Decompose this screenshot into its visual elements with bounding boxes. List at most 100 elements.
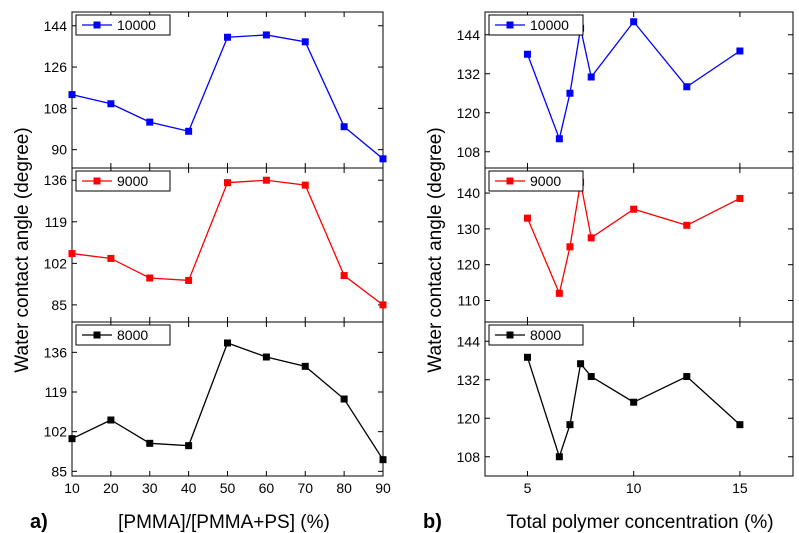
data-point [262, 31, 270, 39]
data-point [736, 194, 744, 202]
legend-label: 9000 [117, 173, 148, 189]
x-tick-label-a: 40 [181, 480, 197, 496]
x-tick-label-a: 50 [220, 480, 236, 496]
plots: 90 108 126 144 10000 85 102 119 136 9000 85 102 119 1… [44, 11, 794, 496]
legend-box [75, 14, 171, 36]
data-point [683, 221, 691, 229]
subplot-b-10000: 108 120 132 144 10000 [457, 11, 794, 169]
panel-label-b: b) [423, 511, 442, 533]
y-tick-label: 140 [457, 185, 481, 201]
legend-marker [506, 177, 514, 185]
legend-label: 9000 [530, 173, 561, 189]
legend-marker [506, 21, 514, 29]
y-tick-label: 144 [457, 27, 481, 43]
x-tick-label-a: 80 [336, 480, 352, 496]
data-point [555, 135, 563, 143]
y-axis-title-b: Water contact angle (degree) [425, 127, 446, 372]
y-tick-label: 108 [44, 100, 68, 116]
x-axis-title-b: Total polymer concentration (%) [506, 512, 773, 533]
legend-marker [93, 331, 101, 339]
data-point [68, 250, 76, 258]
x-tick-label-a: 30 [142, 480, 158, 496]
panel-label-a: a) [30, 511, 48, 533]
data-point [185, 276, 193, 284]
data-point [587, 234, 595, 242]
series-line-8000 [526, 357, 741, 459]
data-point [301, 181, 309, 189]
legend-box [488, 324, 584, 346]
data-point [340, 272, 348, 280]
x-tick-label-b: 10 [626, 480, 642, 496]
data-point [630, 398, 638, 406]
data-point [555, 453, 563, 461]
data-point [566, 89, 574, 97]
data-point [379, 456, 387, 464]
data-point [301, 362, 309, 370]
data-point [107, 254, 115, 262]
data-point [577, 360, 585, 368]
y-tick-label: 132 [457, 372, 481, 388]
subplot-a-10000: 90 108 126 144 10000 [44, 11, 387, 169]
x-tick-label-a: 60 [259, 480, 275, 496]
y-tick-label: 90 [51, 142, 67, 158]
legend-label: 8000 [530, 327, 561, 343]
x-tick-label-b: 15 [732, 480, 748, 496]
y-tick-label: 102 [44, 255, 68, 271]
y-tick-label: 102 [44, 424, 68, 440]
data-point [340, 123, 348, 131]
subplot-a-9000: 85 102 119 136 9000 [44, 167, 387, 323]
legend-label: 10000 [530, 17, 569, 33]
data-point [523, 50, 531, 58]
data-point [379, 155, 387, 163]
y-tick-label: 120 [457, 410, 481, 426]
data-point [736, 47, 744, 55]
x-tick-label-a: 20 [103, 480, 119, 496]
legend-marker [93, 21, 101, 29]
data-point [68, 91, 76, 99]
data-point [301, 38, 309, 46]
x-tick-label-a: 10 [64, 480, 80, 496]
legend-box [488, 170, 584, 192]
data-point [185, 442, 193, 450]
data-point [224, 339, 231, 347]
y-tick-label: 120 [457, 257, 481, 273]
y-tick-label: 130 [457, 221, 481, 237]
data-point [736, 421, 744, 429]
y-tick-label: 126 [44, 59, 68, 75]
data-point [146, 118, 154, 126]
legend-label: 10000 [117, 17, 156, 33]
subplot-frame [484, 321, 794, 477]
data-point [587, 373, 595, 381]
data-point [523, 214, 531, 222]
data-point [566, 421, 574, 429]
y-tick-label: 144 [44, 18, 68, 34]
data-point [555, 289, 563, 297]
legend-marker [93, 177, 101, 185]
x-tick-label-b: 5 [524, 480, 532, 496]
y-tick-label: 119 [45, 214, 68, 230]
series-line-10000 [526, 20, 741, 141]
data-point [146, 439, 154, 447]
y-tick-label: 85 [51, 463, 67, 479]
series-line-10000 [71, 34, 384, 160]
data-point [523, 353, 531, 361]
data-point [630, 18, 638, 26]
y-axis-title-a: Water contact angle (degree) [12, 127, 33, 372]
series-line-9000 [526, 182, 741, 296]
data-point [262, 353, 270, 361]
y-tick-label: 132 [457, 66, 481, 82]
data-point [185, 127, 193, 135]
data-point [683, 83, 691, 91]
data-point [630, 205, 638, 213]
data-point [224, 33, 231, 41]
data-point [107, 100, 115, 108]
data-point [68, 435, 76, 443]
data-point [683, 373, 691, 381]
legend-box [488, 14, 584, 36]
legend-marker [506, 331, 514, 339]
data-point [224, 179, 231, 187]
series-line-8000 [71, 342, 384, 461]
data-point [146, 274, 154, 282]
y-tick-label: 108 [457, 144, 481, 160]
series-line-9000 [71, 179, 384, 306]
